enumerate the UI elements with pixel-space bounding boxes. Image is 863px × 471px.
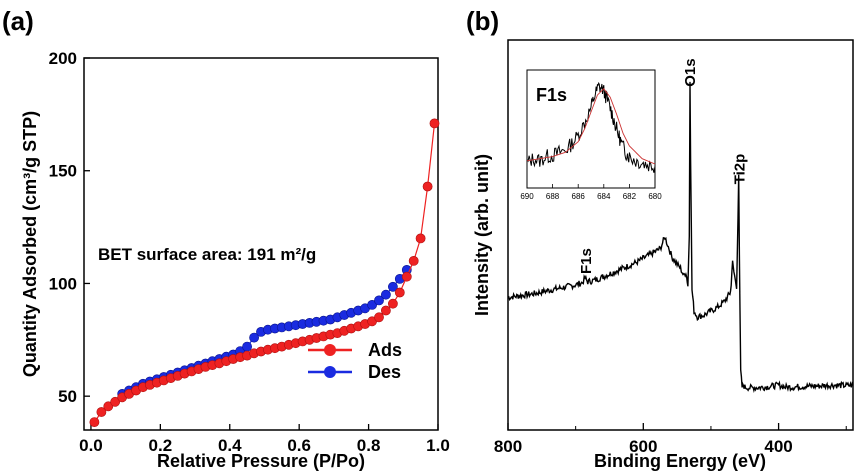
chart-b-peak-labels: F1s O1s Ti2p [578,58,749,274]
inset-x-tick-label: 680 [648,192,662,201]
legend-marker [324,344,336,356]
data-point-des [380,289,391,300]
data-point-ads [408,255,419,266]
x-tick-label: 1.0 [426,436,450,455]
inset-frame [526,69,656,189]
x-tick-label: 800 [494,437,522,456]
chart-b-inset: 690 688 686 684 682 680 F1s [520,69,662,201]
data-point-ads [96,407,107,417]
chart-a-xlabel: Relative Pressure (P/Po) [157,451,365,471]
chart-a-axes: 0.0 0.2 0.4 0.6 0.8 1.0 50 100 150 200 [49,49,450,455]
inset-title: F1s [536,85,567,105]
x-tick-label: 0.8 [357,436,381,455]
data-point-ads [110,396,121,407]
data-point-des [387,281,398,292]
data-point-ads [103,401,114,412]
data-point-ads [415,233,426,244]
chart-b-frame [507,39,854,431]
inset-axes: 690 688 686 684 682 680 [520,184,662,201]
x-tick-label: 0.2 [149,436,173,455]
data-point-des [374,295,384,306]
legend-label: Ads [368,340,402,360]
data-point-ads [387,298,398,309]
data-point-ads [401,271,412,282]
chart-b-ylabel: Intensity (arb. unit) [472,154,492,316]
y-tick-label: 50 [58,387,77,406]
inset-x-tick-label: 684 [597,192,611,201]
data-point-ads [374,312,384,323]
inset-x-tick-label: 686 [572,192,586,201]
x-tick-label: 0.4 [218,436,242,455]
x-tick-label: 0.6 [287,436,311,455]
data-point-des [249,332,259,343]
x-tick-label: 0.0 [79,436,103,455]
chart-a-series [89,118,440,427]
inset-x-tick-label: 690 [520,192,534,201]
y-tick-label: 150 [49,162,77,181]
chart-a-ylabel: Quantity Adsorbed (cm³/g STP) [20,111,40,377]
inset-x-tick-label: 688 [546,192,560,201]
peak-label: Ti2p [731,154,748,185]
chart-b: 800 600 400 F1s O1s Ti2p Binding Energy (eV)… [472,39,854,471]
x-tick-label: 600 [629,437,657,456]
chart-a-frame [83,57,439,431]
data-point-ads [394,287,405,298]
y-tick-label: 100 [49,274,77,293]
chart-b-axes: 800 600 400 [494,423,847,456]
data-point-ads [422,181,433,192]
chart-a: 0.0 0.2 0.4 0.6 0.8 1.0 50 100 150 200 BET surfac… [20,49,450,471]
data-point-ads [429,118,440,129]
x-tick-label: 400 [764,437,792,456]
peak-label: O1s [682,58,699,86]
data-point-des [367,299,377,310]
chart-b-spectrum-line [507,81,854,394]
panel-b-label: (b) [466,6,499,36]
inset-fit-line [526,88,656,165]
data-point-ads [89,417,100,427]
inset-x-tick-label: 682 [623,192,637,201]
chart-b-xlabel: Binding Energy (eV) [594,451,766,471]
data-point-des [242,341,252,352]
data-point-ads [380,305,391,316]
panel-a-label: (a) [2,6,34,36]
peak-label: F1s [578,248,595,274]
legend-marker [324,366,336,378]
y-tick-label: 200 [49,49,77,68]
legend-label: Des [368,362,401,382]
inset-data-line [526,81,656,173]
chart-a-annotation: BET surface area: 191 m²/g [98,245,316,264]
